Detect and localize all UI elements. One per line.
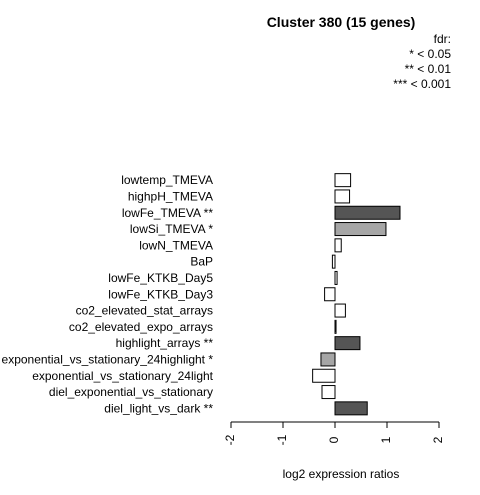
bar xyxy=(334,319,337,334)
category-label: lowSi_TMEVA * xyxy=(130,222,213,236)
category-label: lowtemp_TMEVA xyxy=(121,173,213,187)
x-tick-label: 0 xyxy=(327,436,341,443)
category-label: lowFe_KTKB_Day3 xyxy=(108,287,213,301)
bar xyxy=(324,287,336,302)
x-tick-label: 2 xyxy=(431,436,445,443)
category-label: lowFe_TMEVA ** xyxy=(122,206,213,220)
x-tick-label: -2 xyxy=(223,434,237,445)
bar xyxy=(334,238,342,253)
category-label: BaP xyxy=(190,255,213,269)
category-label: co2_elevated_expo_arrays xyxy=(69,320,213,334)
x-axis-label: log2 expression ratios xyxy=(283,467,400,481)
legend-entry: * < 0.05 xyxy=(409,47,451,61)
bar xyxy=(334,270,338,285)
category-label: lowN_TMEVA xyxy=(139,238,213,252)
bar xyxy=(334,222,387,237)
bar xyxy=(334,189,351,204)
bar xyxy=(320,352,336,367)
category-label: exponential_vs_stationary_24light xyxy=(32,369,213,383)
legend-entry: fdr: xyxy=(434,32,451,46)
x-axis: -2 -1 0 1 2 xyxy=(223,421,445,445)
category-label: co2_elevated_stat_arrays xyxy=(76,304,213,318)
legend-entry: *** < 0.001 xyxy=(393,77,451,91)
category-label: exponential_vs_stationary_24highlight * xyxy=(2,352,214,366)
category-labels: lowtemp_TMEVA highpH_TMEVA lowFe_TMEVA ** l… xyxy=(2,173,214,415)
bar xyxy=(334,401,368,416)
bar-group xyxy=(312,173,401,416)
bar xyxy=(334,336,361,351)
x-tick-label: 1 xyxy=(379,436,393,443)
category-label: diel_exponential_vs_stationary xyxy=(49,385,213,399)
category-label: diel_light_vs_dark ** xyxy=(104,401,213,415)
bar xyxy=(334,303,346,318)
bar xyxy=(334,205,401,220)
x-tick-label: -1 xyxy=(275,434,289,445)
category-label: highlight_arrays ** xyxy=(116,336,214,350)
bar xyxy=(321,385,336,400)
category-label: lowFe_KTKB_Day5 xyxy=(108,271,213,285)
legend: fdr:* < 0.05** < 0.01*** < 0.001 xyxy=(393,32,451,91)
bar xyxy=(334,173,352,188)
bar xyxy=(331,254,336,269)
chart-title: Cluster 380 (15 genes) xyxy=(267,14,416,30)
category-label: highpH_TMEVA xyxy=(128,189,213,203)
legend-entry: ** < 0.01 xyxy=(405,62,452,76)
bar xyxy=(312,368,336,383)
